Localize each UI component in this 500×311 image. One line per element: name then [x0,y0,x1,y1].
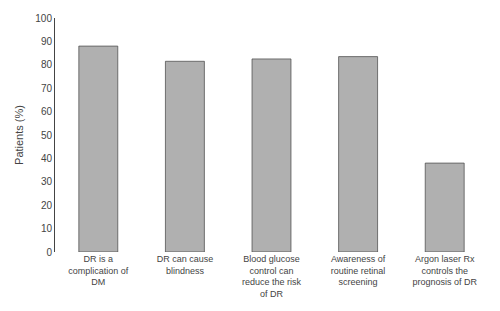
svg-text:20: 20 [41,200,53,211]
svg-text:Awareness ofroutine retinalscr: Awareness ofroutine retinalscreening [331,254,386,287]
svg-text:40: 40 [41,153,53,164]
svg-text:50: 50 [41,130,53,141]
svg-text:100: 100 [35,13,52,24]
svg-text:Blood glucosecontrol canreduce: Blood glucosecontrol canreduce the risko… [242,254,302,299]
svg-text:60: 60 [41,106,53,117]
svg-text:90: 90 [41,36,53,47]
svg-text:10: 10 [41,223,53,234]
svg-text:Patients (%): Patients (%) [13,105,25,165]
svg-text:30: 30 [41,176,53,187]
svg-text:DR can causeblindness: DR can causeblindness [157,254,214,276]
svg-text:DR is acomplication ofDM: DR is acomplication ofDM [68,254,129,287]
svg-text:0: 0 [46,247,52,258]
svg-text:80: 80 [41,59,53,70]
svg-text:Argon laser Rxcontrols theprog: Argon laser Rxcontrols theprognosis of D… [412,254,477,287]
svg-text:70: 70 [41,83,53,94]
